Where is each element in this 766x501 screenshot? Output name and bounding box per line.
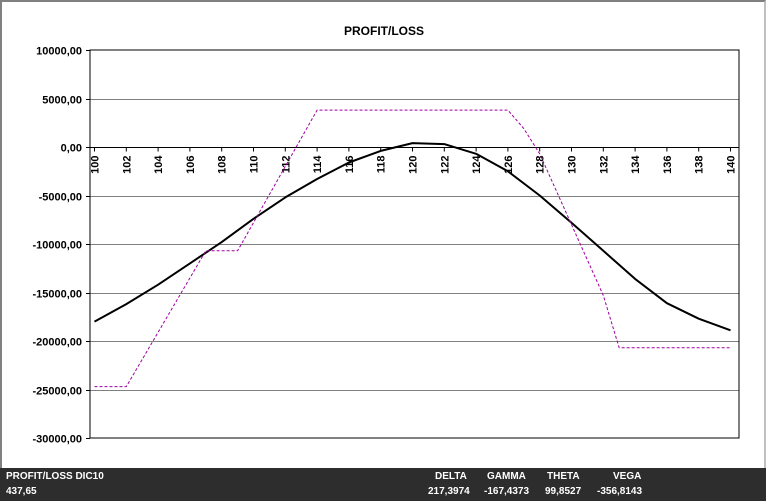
x-tick-label: 132: [598, 156, 610, 174]
x-tick-label: 108: [217, 156, 229, 174]
x-tick-label: 120: [408, 156, 420, 174]
data-point: [619, 347, 620, 348]
axes: [86, 49, 740, 439]
data-point: [126, 304, 127, 305]
series: [94, 109, 731, 388]
data-point: [285, 197, 286, 198]
y-tick-label: -10000,00: [32, 240, 82, 252]
data-point: [523, 128, 524, 129]
status-name: PROFIT/LOSS DIC10: [6, 471, 104, 482]
data-point: [603, 250, 604, 251]
y-tick-labels: 10000,00 5000,00 0,00 -5000,00 -10000,00 -150…: [32, 46, 82, 446]
x-tick-label: 134: [630, 155, 642, 174]
data-point: [635, 278, 636, 279]
x-tick-label: 136: [662, 156, 674, 174]
data-point: [205, 250, 206, 251]
data-point: [666, 303, 667, 304]
profit-loss-chart: PROFIT/LOSS 10000,00 5000,00 0,00 -5000,00 -…: [32, 24, 740, 446]
y-tick-label: -30000,00: [32, 434, 82, 446]
gamma-value: -167,4373: [484, 486, 530, 497]
theta-label: THETA: [547, 471, 580, 482]
theta-value: 99,8527: [545, 486, 582, 497]
chart-frame: PROFIT/LOSS 10000,00 5000,00 0,00 -5000,00 -…: [0, 0, 766, 470]
data-point: [412, 143, 413, 144]
data-point: [507, 110, 508, 111]
current-profit-loss-line: [94, 142, 731, 332]
status-value: 437,65: [6, 486, 37, 497]
x-tick-label: 124: [471, 155, 483, 174]
delta-value: 217,3974: [428, 486, 470, 497]
y-tick-label: 10000,00: [36, 46, 82, 58]
x-tick-label: 102: [121, 156, 133, 174]
y-tick-label: 5000,00: [42, 95, 82, 107]
x-tick-label: 138: [694, 156, 706, 174]
data-point: [348, 162, 349, 163]
expiration-payoff-line: [94, 109, 731, 388]
x-tick-label: 122: [439, 156, 451, 174]
y-tick-label: -5000,00: [39, 192, 82, 204]
data-point: [380, 150, 381, 151]
x-tick-label: 116: [344, 156, 356, 174]
y-tick-label: -15000,00: [32, 289, 82, 301]
data-point: [571, 222, 572, 223]
data-point: [94, 321, 95, 322]
data-point: [237, 250, 238, 251]
data-point: [730, 330, 731, 331]
y-tick-label: -20000,00: [32, 337, 82, 349]
data-point: [94, 386, 95, 387]
x-tick-label: 110: [249, 156, 261, 174]
x-tick-label: 118: [376, 156, 388, 174]
x-tick-label: 100: [90, 156, 102, 174]
data-point: [603, 295, 604, 296]
data-point: [158, 284, 159, 285]
data-point: [317, 110, 318, 111]
data-point: [189, 263, 190, 264]
data-point: [317, 179, 318, 180]
data-point: [444, 144, 445, 145]
data-point: [253, 218, 254, 219]
y-tick-label: 0,00: [61, 143, 82, 155]
gamma-label: GAMMA: [487, 471, 526, 482]
data-point: [476, 153, 477, 154]
data-point: [698, 318, 699, 319]
status-bar: PROFIT/LOSS DIC10 437,65 DELTA 217,3974 …: [0, 468, 766, 501]
x-tick-labels: 100 102 104 106 108 110 112 114 116 118 120 122 124 1…: [90, 155, 738, 174]
delta-label: DELTA: [435, 471, 467, 482]
data-point: [539, 195, 540, 196]
data-point: [507, 171, 508, 172]
data-point: [539, 153, 540, 154]
data-point: [221, 242, 222, 243]
x-tick-label: 106: [185, 156, 197, 174]
data-point: [730, 347, 731, 348]
x-tick-label: 104: [153, 155, 165, 174]
vega-value: -356,8143: [597, 486, 643, 497]
x-tick-label: 128: [535, 156, 547, 174]
chart-title: PROFIT/LOSS: [344, 24, 424, 38]
x-tick-label: 130: [567, 156, 579, 174]
x-tick-label: 114: [312, 155, 324, 174]
x-tick-label: 140: [726, 156, 738, 174]
y-tick-label: -25000,00: [32, 386, 82, 398]
grid-lines: [90, 99, 739, 391]
vega-label: VEGA: [613, 471, 642, 482]
data-point: [126, 386, 127, 387]
